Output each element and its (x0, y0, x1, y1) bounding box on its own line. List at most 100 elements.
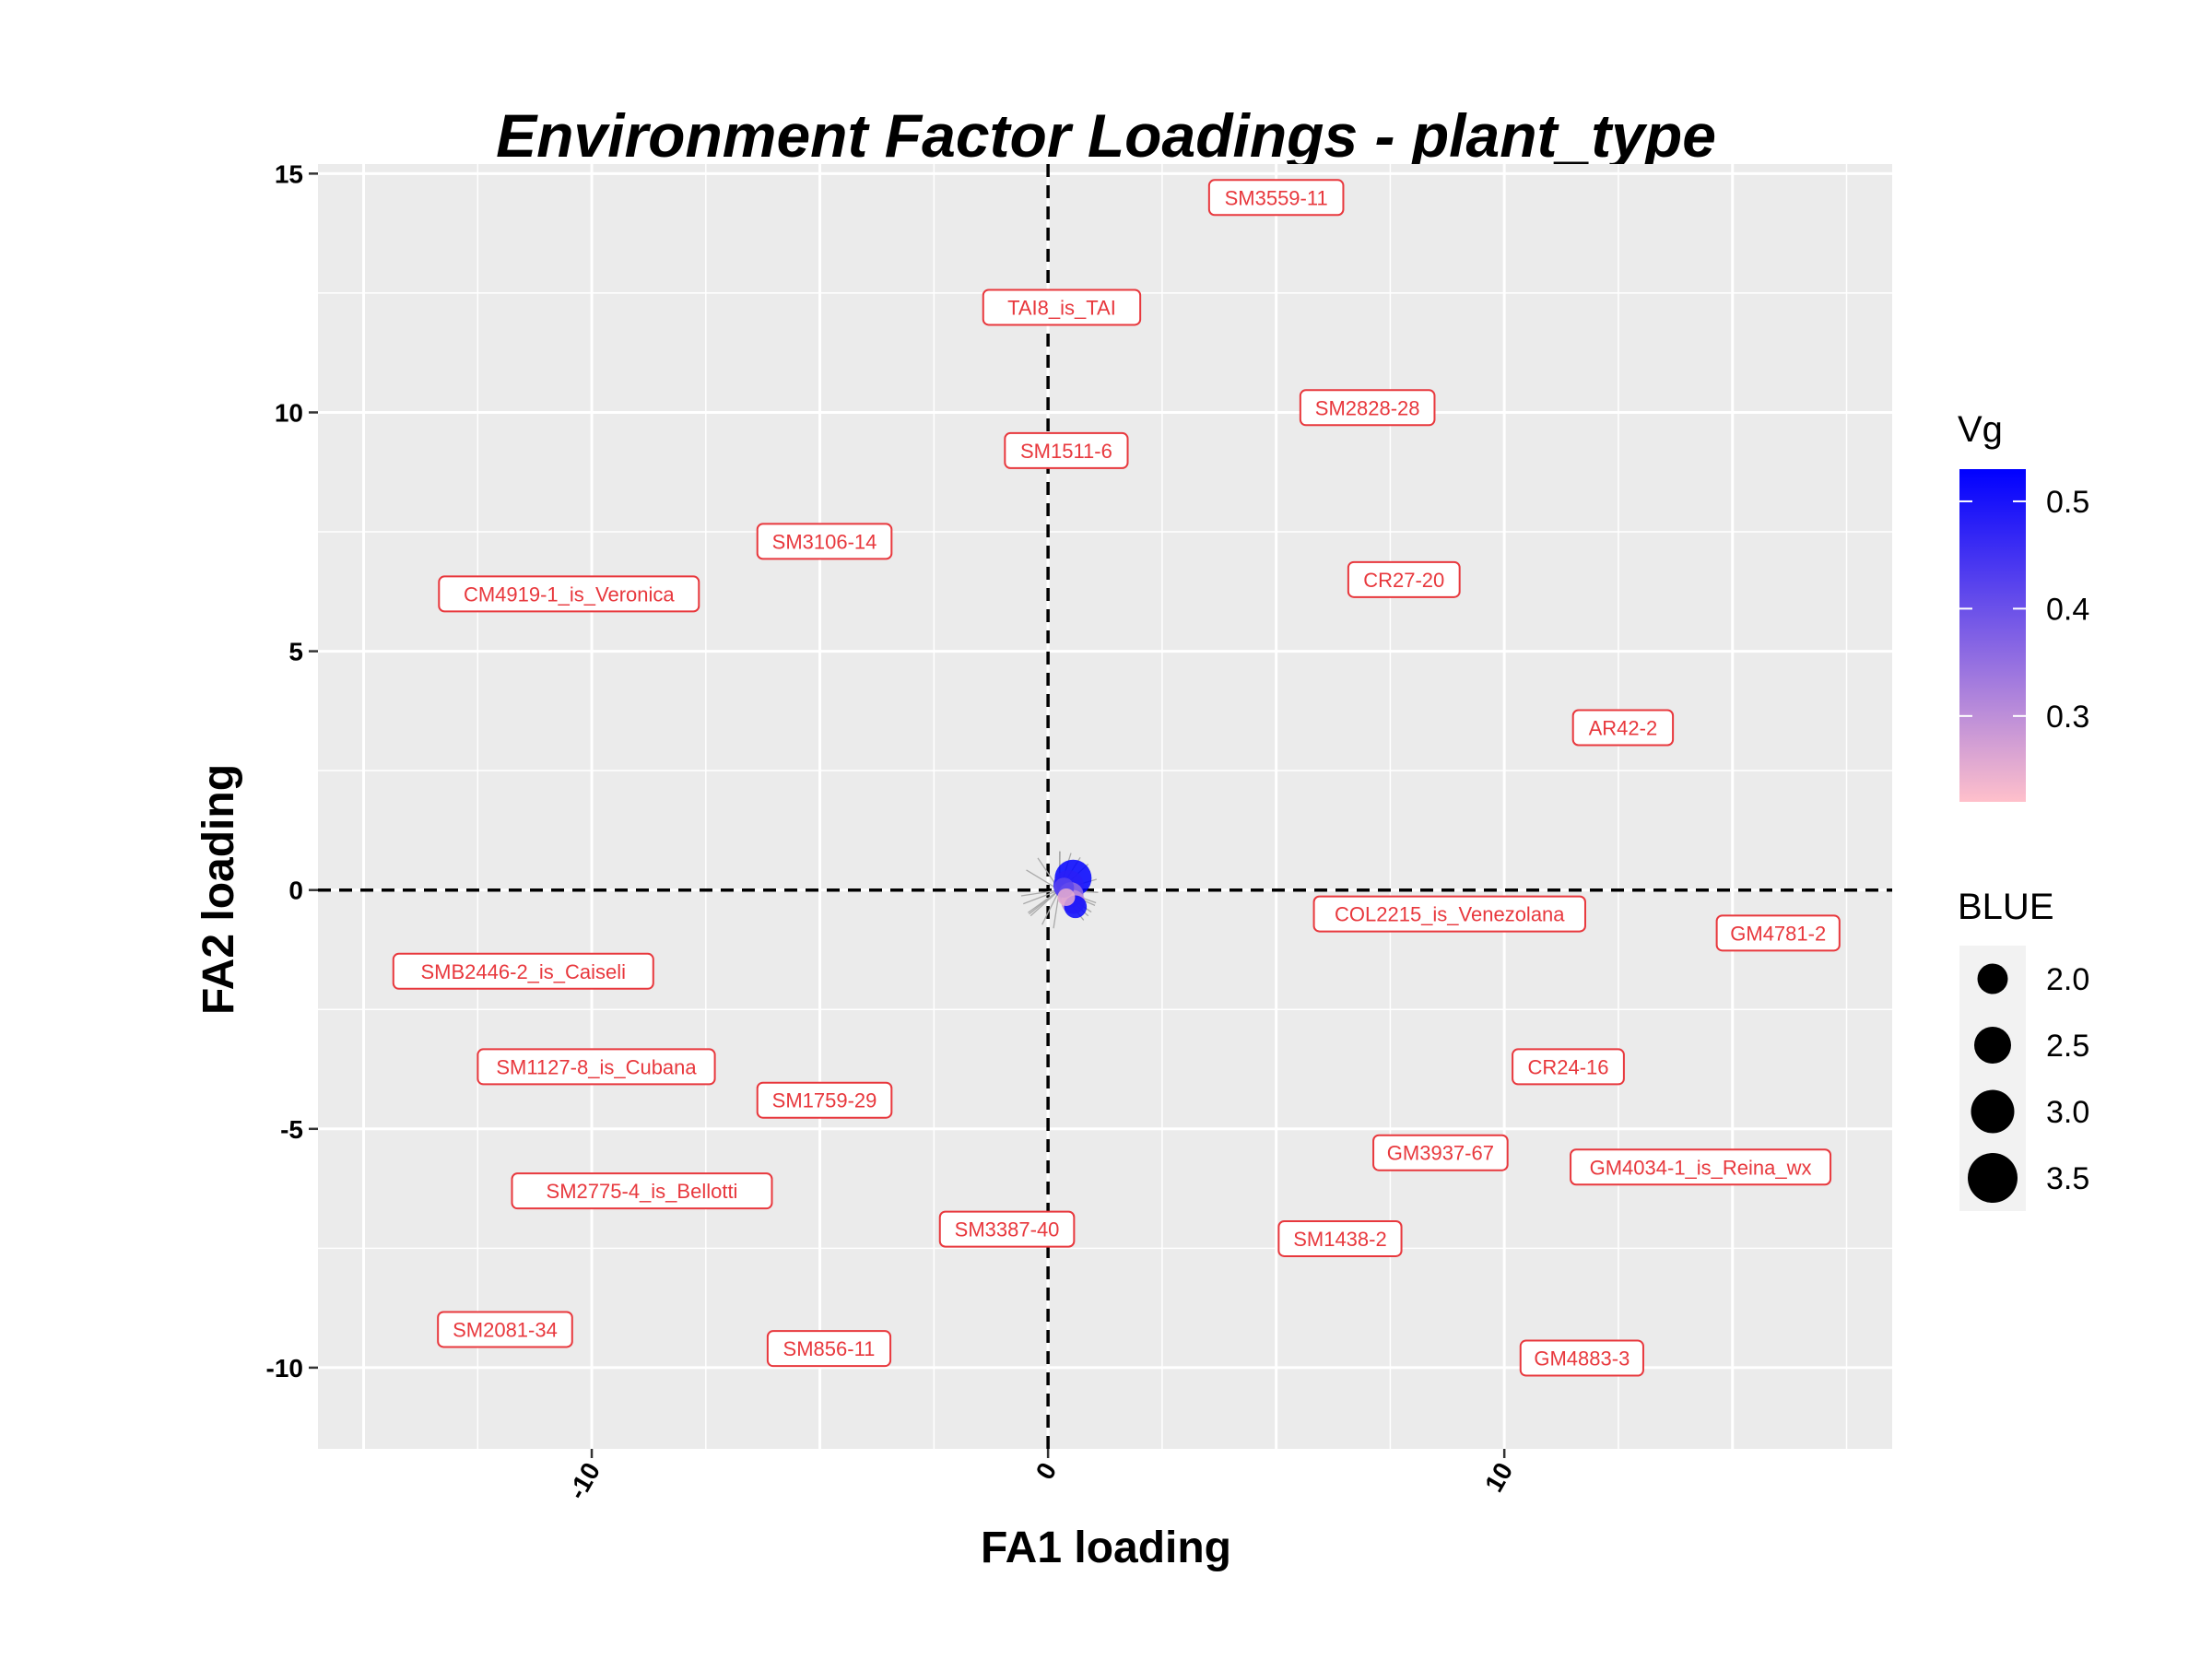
point-label: COL2215_is_Venezolana (1335, 903, 1565, 926)
chart-title: Environment Factor Loadings - plant_type (496, 101, 1716, 170)
y-tick-label: -10 (266, 1354, 303, 1382)
legend-colorbar (1959, 469, 2026, 802)
legend-size-label: 2.0 (2046, 962, 2089, 997)
label-border (756, 1081, 893, 1119)
point-label: SMB2446-2_is_Caiseli (421, 960, 627, 983)
legend-colorbar-label: 0.3 (2046, 700, 2089, 735)
label-border (1570, 1148, 1832, 1186)
point-label-box: SM1438-2 (1277, 1219, 1403, 1257)
label-border (1004, 431, 1129, 469)
point-label-box: SM1511-6 (1004, 431, 1129, 469)
data-point (1057, 888, 1076, 906)
label-border (1571, 709, 1675, 747)
legend-size-key (1968, 1153, 2018, 1203)
point-label-box: SM3387-40 (938, 1210, 1076, 1248)
point-label: GM4883-3 (1534, 1347, 1630, 1371)
y-axis-title: FA2 loading (194, 764, 243, 1015)
point-label-box: CR27-20 (1347, 560, 1461, 598)
label-border (938, 1210, 1076, 1248)
point-label: SM1759-29 (772, 1089, 877, 1112)
point-label: SM2775-4_is_Bellotti (547, 1180, 738, 1203)
x-tick-label: 0 (1030, 1458, 1063, 1485)
y-tick-label: -5 (280, 1115, 303, 1144)
label-border (392, 952, 654, 990)
label-segment (1023, 889, 1060, 905)
label-border (1312, 895, 1586, 933)
point-label-box: COL2215_is_Venezolana (1312, 895, 1586, 933)
legend-size-title: BLUE (1958, 887, 2054, 927)
legend-size-label: 2.5 (2046, 1029, 2089, 1064)
point-label-box: SM1759-29 (756, 1081, 893, 1119)
point-label-box: TAI8_is_TAI (982, 288, 1142, 326)
point-label-box: SMB2446-2_is_Caiseli (392, 952, 654, 990)
point-label-box: AR42-2 (1571, 709, 1675, 747)
y-axis: -10 -5 0 5 10 15 (266, 159, 318, 1382)
point-label: SM1438-2 (1293, 1228, 1387, 1251)
panel-background (318, 164, 1892, 1449)
x-axis: -10 0 10 (562, 1449, 1518, 1504)
label-border (437, 1311, 573, 1348)
label-border (1347, 560, 1461, 598)
label-border (1519, 1339, 1644, 1377)
point-label-box: GM4034-1_is_Reina_wx (1570, 1148, 1832, 1186)
point-label: SM1511-6 (1020, 440, 1112, 463)
point-label: GM4034-1_is_Reina_wx (1590, 1156, 1812, 1179)
point-label-box: SM3106-14 (756, 523, 893, 560)
point-label-box: SM3559-11 (1207, 179, 1345, 217)
point-label: TAI8_is_TAI (1007, 296, 1116, 319)
point-label: SM1127-8_is_Cubana (496, 1055, 697, 1078)
x-axis-title: FA1 loading (981, 1524, 1231, 1572)
label-border (1207, 179, 1345, 217)
point-label: GM4781-2 (1730, 922, 1826, 945)
label-segment (1029, 889, 1060, 915)
point-label-box: SM2828-28 (1299, 389, 1436, 427)
label-border (1512, 1048, 1625, 1086)
x-tick-label: -10 (562, 1458, 606, 1505)
plot-panel: SM3559-11 TAI8_is_TAI SM2828-28 SM1511-6 SM3… (318, 164, 1892, 1449)
label-border (1715, 914, 1841, 952)
y-tick-label: 5 (288, 638, 303, 666)
point-label-box: GM3937-67 (1372, 1134, 1509, 1171)
point-label-box: GM4781-2 (1715, 914, 1841, 952)
point-label: SM2081-34 (453, 1318, 558, 1341)
legend-size-key (1977, 963, 2008, 994)
label-border (511, 1172, 773, 1210)
label-border (1299, 389, 1436, 427)
point-label-box: CR24-16 (1512, 1048, 1625, 1086)
legend-size-key (1971, 1089, 2015, 1134)
label-border (756, 523, 893, 560)
label-segment (1041, 889, 1061, 925)
label-border (438, 575, 700, 613)
label-border (1277, 1219, 1403, 1257)
point-label: SM3559-11 (1225, 186, 1328, 209)
label-border (982, 288, 1142, 326)
point-label: CM4919-1_is_Veronica (464, 582, 675, 606)
label-segment (1020, 889, 1060, 897)
point-label-box: SM2775-4_is_Bellotti (511, 1172, 773, 1210)
point-label: CR24-16 (1527, 1055, 1608, 1078)
point-label-box: SM856-11 (766, 1330, 892, 1368)
point-label: CR27-20 (1363, 569, 1444, 592)
point-label-box: CM4919-1_is_Veronica (438, 575, 700, 613)
label-border (1372, 1134, 1509, 1171)
point-label-box: GM4883-3 (1519, 1339, 1644, 1377)
point-label: GM3937-67 (1387, 1142, 1494, 1165)
legend-color-title: Vg (1958, 409, 2003, 450)
legend: Vg 0.5 0.4 0.3 BLUE 2.0 2.5 3.0 3.5 (1958, 409, 2089, 1211)
point-label: SM3387-40 (955, 1218, 1060, 1241)
label-border (477, 1048, 716, 1086)
y-tick-label: 15 (275, 159, 303, 188)
legend-size-key (1974, 1027, 2011, 1064)
point-label-box: SM1127-8_is_Cubana (477, 1048, 716, 1086)
y-tick-label: 0 (288, 877, 303, 905)
legend-colorbar-label: 0.5 (2046, 485, 2089, 520)
x-tick-label: 10 (1479, 1458, 1518, 1497)
point-label: SM2828-28 (1315, 396, 1420, 419)
label-border (766, 1330, 892, 1368)
legend-size-label: 3.0 (2046, 1095, 2089, 1130)
point-label-box: SM2081-34 (437, 1311, 573, 1348)
y-tick-label: 10 (275, 398, 303, 427)
point-label: SM3106-14 (772, 530, 877, 553)
